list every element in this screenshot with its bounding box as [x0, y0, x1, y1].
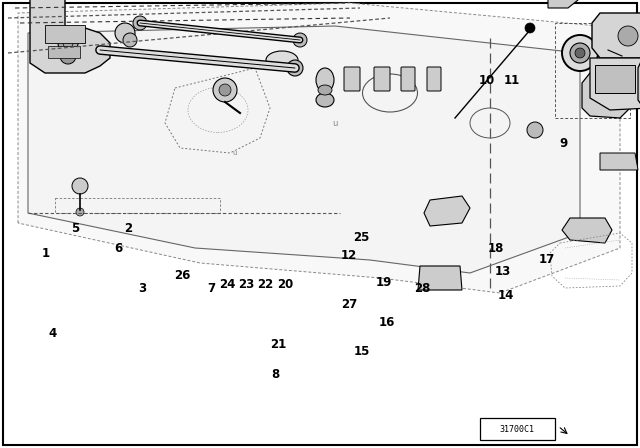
Polygon shape [600, 153, 638, 170]
Text: 4: 4 [49, 327, 56, 340]
Ellipse shape [318, 85, 332, 95]
Ellipse shape [316, 93, 334, 107]
Text: 20: 20 [276, 278, 293, 291]
Circle shape [607, 45, 623, 61]
Bar [555, 23, 630, 118]
Text: 2: 2 [124, 222, 132, 235]
Circle shape [60, 48, 76, 64]
Circle shape [213, 78, 237, 102]
Polygon shape [18, 3, 620, 293]
Text: 1: 1 [42, 246, 50, 260]
Circle shape [72, 178, 88, 194]
Circle shape [527, 122, 543, 138]
Circle shape [133, 16, 147, 30]
Polygon shape [418, 266, 462, 290]
Circle shape [562, 35, 598, 71]
Text: 14: 14 [497, 289, 514, 302]
Circle shape [570, 43, 590, 63]
Text: 15: 15 [353, 345, 370, 358]
Text: 8: 8 [271, 367, 279, 381]
Circle shape [287, 60, 303, 76]
Text: 12: 12 [340, 249, 357, 262]
Circle shape [596, 83, 616, 103]
Bar [45, 25, 85, 43]
Ellipse shape [266, 51, 298, 69]
FancyBboxPatch shape [401, 67, 415, 91]
Text: 25: 25 [353, 231, 370, 244]
Polygon shape [582, 73, 630, 118]
Circle shape [123, 33, 137, 47]
Text: u: u [332, 119, 338, 128]
Circle shape [219, 84, 231, 96]
Text: 5: 5 [72, 222, 79, 235]
Text: 13: 13 [494, 264, 511, 278]
Text: 18: 18 [488, 242, 504, 255]
Text: 16: 16 [379, 316, 396, 329]
Text: 27: 27 [340, 298, 357, 311]
Text: 11: 11 [504, 74, 520, 87]
Text: 19: 19 [376, 276, 392, 289]
Polygon shape [424, 196, 470, 226]
Text: 28: 28 [414, 282, 431, 296]
Text: 22: 22 [257, 278, 274, 291]
Circle shape [76, 208, 84, 216]
Text: 3: 3 [138, 282, 146, 296]
FancyBboxPatch shape [427, 67, 441, 91]
Text: 17: 17 [539, 253, 556, 267]
Bar [48, 46, 80, 58]
Text: u: u [233, 150, 237, 156]
Bar [595, 65, 635, 93]
Text: 21: 21 [270, 338, 287, 352]
Text: 26: 26 [174, 269, 191, 282]
Ellipse shape [316, 68, 334, 92]
Circle shape [58, 33, 78, 53]
Polygon shape [592, 13, 640, 58]
Polygon shape [638, 53, 640, 113]
Bar [480, 418, 555, 440]
Text: 24: 24 [219, 278, 236, 291]
Circle shape [575, 48, 585, 58]
Circle shape [115, 23, 135, 43]
Polygon shape [590, 58, 640, 110]
Circle shape [601, 88, 611, 98]
Polygon shape [562, 218, 612, 243]
Circle shape [525, 23, 535, 33]
FancyBboxPatch shape [344, 67, 360, 91]
FancyBboxPatch shape [374, 67, 390, 91]
Polygon shape [548, 0, 578, 8]
Text: 9: 9 [559, 137, 567, 150]
Text: 10: 10 [478, 74, 495, 87]
Polygon shape [30, 0, 110, 73]
Text: 7: 7 [207, 282, 215, 296]
Circle shape [618, 26, 638, 46]
Polygon shape [28, 26, 580, 273]
Circle shape [293, 33, 307, 47]
Circle shape [92, 42, 108, 58]
Text: 31700C1: 31700C1 [499, 425, 534, 434]
Text: 23: 23 [238, 278, 255, 291]
Text: 6: 6 [115, 242, 122, 255]
